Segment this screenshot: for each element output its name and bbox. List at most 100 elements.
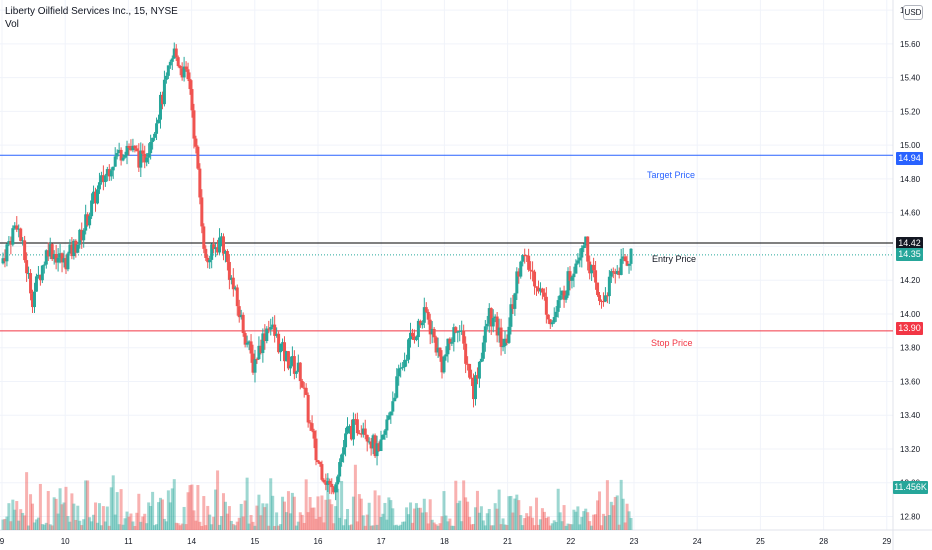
volume-bar [594, 514, 598, 530]
volume-bar [109, 487, 113, 530]
candle-body [479, 358, 483, 362]
volume-bar [231, 524, 235, 530]
volume-bar [19, 509, 23, 530]
candle-body [206, 257, 210, 263]
volume-bar [74, 519, 78, 530]
volume-bar [485, 513, 489, 530]
volume-bar [383, 502, 387, 530]
candle-body [186, 69, 190, 80]
currency-button[interactable]: USD [903, 5, 923, 20]
volume-bar [598, 491, 602, 530]
candle-body [448, 338, 452, 344]
volume-bar [481, 520, 485, 530]
candle-body [515, 271, 519, 294]
candle-body [523, 255, 527, 257]
volume-bar [603, 515, 607, 530]
candle-body [15, 225, 19, 230]
x-tick-label: 29 [882, 537, 891, 546]
candle-body [493, 316, 497, 319]
volume-bar [389, 500, 393, 530]
volume-bar [456, 503, 460, 530]
volume-bar [330, 504, 334, 530]
candle-body [194, 138, 198, 147]
volume-bar [277, 525, 281, 530]
candle-body [318, 462, 322, 465]
candle-body [623, 256, 627, 261]
volume-bar [373, 490, 377, 530]
candle-body [434, 337, 438, 353]
candle-body [257, 345, 261, 360]
candle-body [403, 359, 407, 368]
candle-body [513, 293, 517, 309]
volume-bar [86, 480, 90, 530]
volume-bar [493, 503, 497, 530]
target-price-tag: 14.94 [896, 152, 923, 165]
candle-body [251, 353, 255, 373]
candle-body [155, 123, 159, 134]
volume-bar [525, 513, 529, 530]
volume-bar [66, 516, 70, 530]
candle-body [422, 307, 426, 323]
candle-body [86, 214, 90, 226]
candle-body [349, 426, 353, 440]
volume-bar [531, 517, 535, 530]
volume-bar [235, 521, 239, 530]
volume-bar [483, 525, 487, 530]
candle-body [62, 258, 66, 263]
volume-bar [310, 507, 314, 530]
x-tick-label: 17 [377, 537, 386, 546]
candle-body [88, 216, 92, 226]
volume-bar [570, 524, 574, 530]
candle-body [149, 141, 153, 154]
volume-bar [198, 521, 202, 530]
volume-bar [13, 509, 17, 530]
candle-body [531, 270, 535, 272]
candle-body [7, 240, 11, 245]
volume-bar [377, 495, 381, 530]
volume-bar [403, 521, 407, 530]
volume-bar [151, 491, 155, 530]
volume-bar [306, 512, 310, 530]
candle-body [477, 361, 481, 379]
volume-bar [133, 525, 137, 530]
volume-bar [32, 522, 36, 530]
volume-bar [340, 480, 344, 530]
candle-body [198, 168, 202, 198]
volume-bar [412, 508, 416, 530]
candle-body [558, 295, 562, 301]
candle-body [60, 253, 64, 263]
volume-bar [225, 513, 229, 530]
candle-body [574, 263, 578, 274]
candle-body [300, 381, 304, 388]
volume-bar [410, 522, 414, 530]
volume-bar [580, 516, 584, 530]
candle-body [105, 169, 109, 176]
candle-body [436, 347, 440, 353]
candle-body [216, 247, 220, 253]
candle-body [121, 157, 125, 161]
volume-bar [239, 503, 243, 530]
candle-body [294, 371, 298, 374]
volume-bar [129, 513, 133, 530]
volume-bar [48, 524, 52, 530]
volume-bar [357, 494, 361, 530]
volume-bar [592, 514, 596, 530]
volume-bar [54, 498, 58, 530]
candle-body [145, 157, 149, 163]
candle-body [95, 189, 99, 204]
candle-body [32, 291, 36, 308]
candle-body [582, 245, 586, 249]
candle-body [444, 354, 448, 357]
volume-bar [31, 503, 35, 530]
candle-body [556, 300, 560, 312]
volume-bar [409, 502, 413, 530]
candle-body [550, 322, 554, 325]
candle-body [410, 332, 414, 337]
volume-bar [1, 519, 5, 530]
candle-body [143, 153, 147, 163]
candle-body [92, 191, 96, 201]
volume-bar [397, 525, 401, 530]
candle-body [424, 307, 428, 312]
candle-body [322, 479, 326, 483]
